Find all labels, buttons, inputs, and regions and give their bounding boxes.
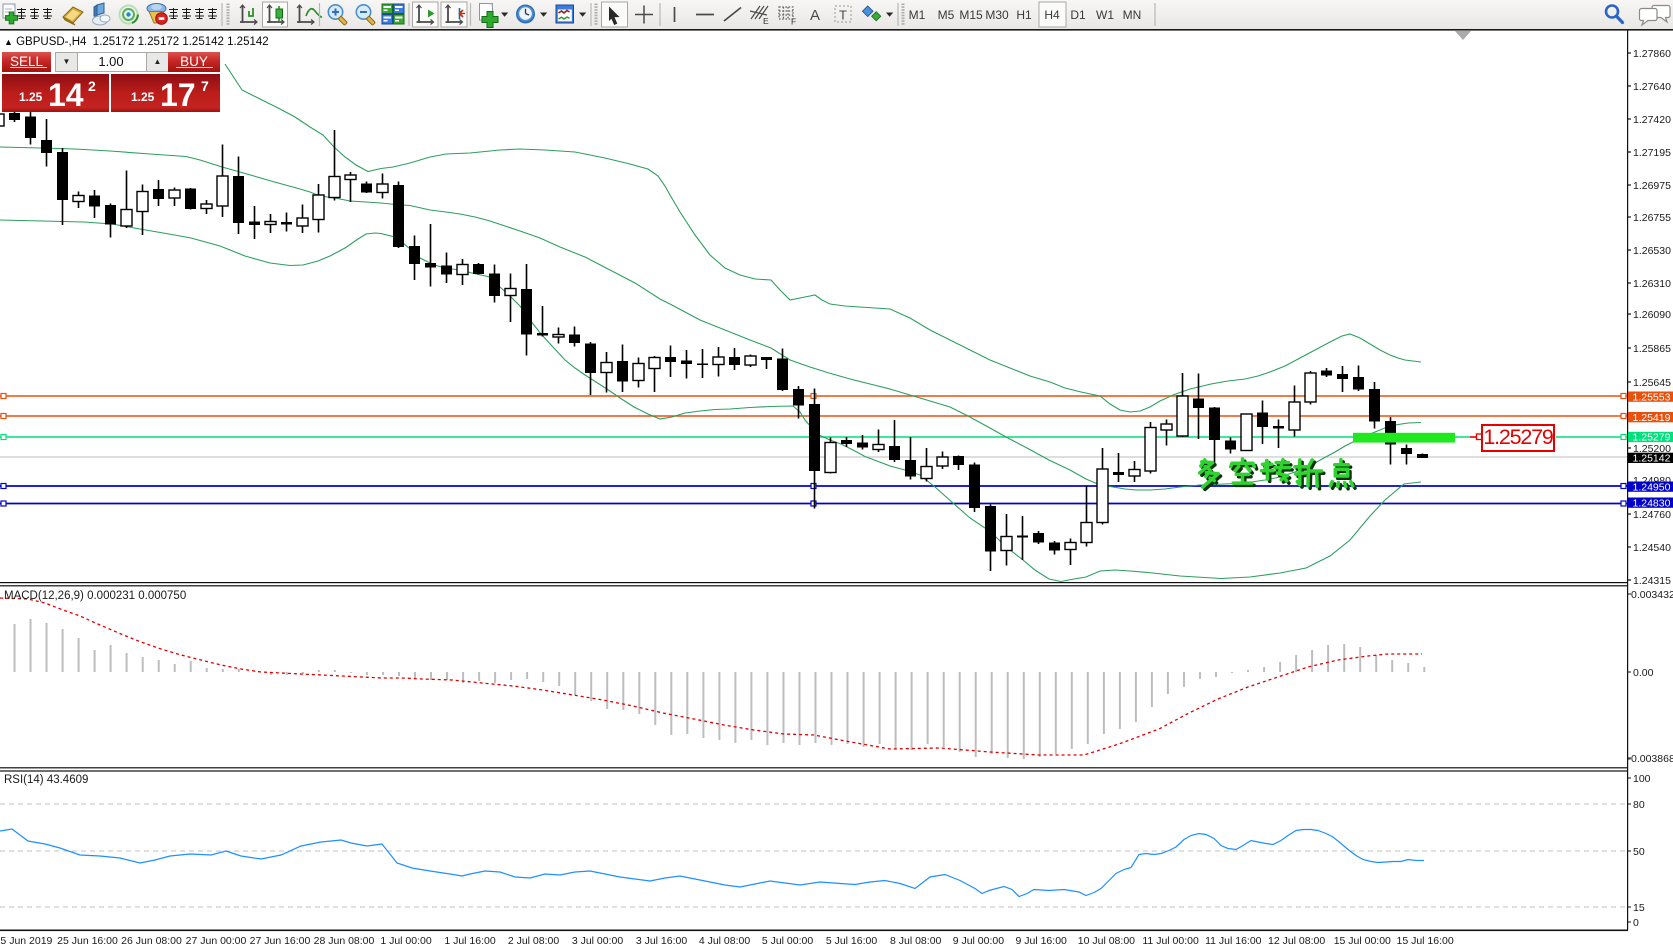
svg-text:1.25419: 1.25419 xyxy=(1633,412,1671,424)
svg-text:M1: M1 xyxy=(909,8,926,22)
svg-text:1.27420: 1.27420 xyxy=(1633,114,1671,126)
svg-text:5 Jul 16:00: 5 Jul 16:00 xyxy=(826,935,878,947)
svg-text:E: E xyxy=(763,16,769,26)
svg-text:1 Jul 00:00: 1 Jul 00:00 xyxy=(380,935,432,947)
svg-text:1.25200: 1.25200 xyxy=(1633,443,1671,455)
svg-text:27 Jun 16:00: 27 Jun 16:00 xyxy=(250,935,311,947)
svg-text:1.24830: 1.24830 xyxy=(1633,497,1671,509)
svg-text:5 Jul 00:00: 5 Jul 00:00 xyxy=(762,935,814,947)
svg-text:1.26310: 1.26310 xyxy=(1633,278,1671,290)
svg-text:10 Jul 08:00: 10 Jul 08:00 xyxy=(1078,935,1135,947)
svg-text:27 Jun 00:00: 27 Jun 00:00 xyxy=(186,935,247,947)
svg-text:F: F xyxy=(791,17,796,27)
svg-text:MN: MN xyxy=(1123,8,1142,22)
svg-text:3 Jul 16:00: 3 Jul 16:00 xyxy=(636,935,688,947)
svg-text:MACD(12,26,9) 0.000231 0.00075: MACD(12,26,9) 0.000231 0.000750 xyxy=(4,590,186,602)
svg-text:3 Jul 00:00: 3 Jul 00:00 xyxy=(572,935,624,947)
svg-text:28 Jun 08:00: 28 Jun 08:00 xyxy=(314,935,375,947)
svg-text:0: 0 xyxy=(1633,917,1639,929)
svg-text:M30: M30 xyxy=(985,8,1009,22)
svg-text:50: 50 xyxy=(1633,846,1645,858)
svg-text:15 Jul 16:00: 15 Jul 16:00 xyxy=(1396,935,1453,947)
svg-text:1.25645: 1.25645 xyxy=(1633,377,1671,389)
svg-text:1.24540: 1.24540 xyxy=(1633,542,1671,554)
svg-text:1.25142: 1.25142 xyxy=(1633,453,1671,465)
svg-text:A: A xyxy=(810,7,820,24)
svg-text:15: 15 xyxy=(1633,902,1645,914)
svg-text:1 Jul 16:00: 1 Jul 16:00 xyxy=(444,935,496,947)
svg-text:1.24315: 1.24315 xyxy=(1633,575,1671,587)
svg-text:T: T xyxy=(839,8,847,23)
svg-text:1.24950: 1.24950 xyxy=(1633,481,1671,493)
svg-text:25 Jun 16:00: 25 Jun 16:00 xyxy=(57,935,118,947)
svg-text:2 Jul 08:00: 2 Jul 08:00 xyxy=(508,935,560,947)
svg-text:H4: H4 xyxy=(1044,8,1060,22)
svg-text:11 Jul 00:00: 11 Jul 00:00 xyxy=(1142,935,1199,947)
svg-text:100: 100 xyxy=(1633,773,1651,785)
svg-text:8 Jul 08:00: 8 Jul 08:00 xyxy=(890,935,942,947)
svg-text:25 Jun 2019: 25 Jun 2019 xyxy=(0,935,53,947)
svg-text:9 Jul 00:00: 9 Jul 00:00 xyxy=(953,935,1005,947)
svg-text:9 Jul 16:00: 9 Jul 16:00 xyxy=(1016,935,1068,947)
svg-text:0.00: 0.00 xyxy=(1633,667,1654,679)
svg-text:1.27195: 1.27195 xyxy=(1633,147,1671,159)
svg-text:-0.003868: -0.003868 xyxy=(1628,753,1673,765)
svg-text:1.26090: 1.26090 xyxy=(1633,309,1671,321)
svg-text:26 Jun 08:00: 26 Jun 08:00 xyxy=(121,935,182,947)
svg-text:1.26530: 1.26530 xyxy=(1633,245,1671,257)
svg-text:W1: W1 xyxy=(1096,8,1114,22)
svg-text:M5: M5 xyxy=(938,8,955,22)
svg-text:1.26755: 1.26755 xyxy=(1633,212,1671,224)
svg-text:15 Jul 00:00: 15 Jul 00:00 xyxy=(1334,935,1391,947)
svg-text:1.25279: 1.25279 xyxy=(1633,432,1671,444)
svg-text:1.27860: 1.27860 xyxy=(1633,48,1671,60)
svg-text:RSI(14) 43.4609: RSI(14) 43.4609 xyxy=(4,774,88,786)
svg-text:D1: D1 xyxy=(1070,8,1086,22)
svg-text:4 Jul 08:00: 4 Jul 08:00 xyxy=(699,935,751,947)
svg-text:1.24760: 1.24760 xyxy=(1633,509,1671,521)
svg-text:11 Jul 16:00: 11 Jul 16:00 xyxy=(1205,935,1262,947)
svg-text:12 Jul 08:00: 12 Jul 08:00 xyxy=(1268,935,1325,947)
svg-text:0.003432: 0.003432 xyxy=(1631,589,1673,601)
svg-text:1.25553: 1.25553 xyxy=(1633,391,1671,403)
svg-text:H1: H1 xyxy=(1016,8,1032,22)
svg-text:1.27640: 1.27640 xyxy=(1633,81,1671,93)
svg-text:80: 80 xyxy=(1633,799,1645,811)
svg-text:M15: M15 xyxy=(959,8,983,22)
svg-text:1.26975: 1.26975 xyxy=(1633,180,1671,192)
svg-text:1.25865: 1.25865 xyxy=(1633,343,1671,355)
